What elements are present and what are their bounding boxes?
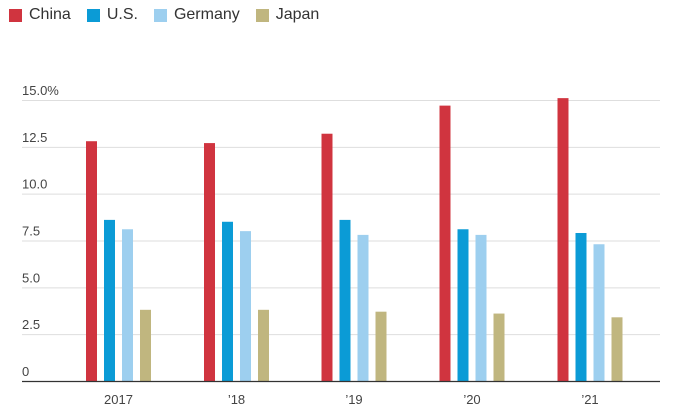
y-tick-label: 2.5 [22, 317, 40, 332]
x-tick-label: ’21 [581, 392, 598, 407]
legend-label: U.S. [106, 6, 138, 23]
chart-legend: China U.S. Germany Japan [9, 6, 335, 24]
x-tick-label: 2017 [104, 392, 133, 407]
bar-china-4 [557, 98, 569, 382]
legend-swatch [9, 8, 22, 22]
bar-u-s-3 [457, 229, 469, 381]
bar-china-2 [321, 133, 333, 381]
bar-china-3 [439, 105, 451, 382]
legend-item-germany: Germany [153, 6, 240, 24]
y-tick-label: 10.0 [22, 177, 47, 192]
legend-label: Japan [275, 6, 320, 23]
legend-swatch [86, 8, 100, 22]
legend-item-u-s: U.S. [86, 6, 138, 24]
bar-japan-2 [375, 311, 387, 381]
bar-china-0 [86, 141, 97, 381]
bar-china-1 [204, 143, 215, 381]
legend-label: China [29, 6, 71, 23]
bar-japan-4 [611, 317, 623, 381]
x-tick-label: ’18 [228, 392, 245, 407]
bar-u-s-4 [575, 233, 587, 381]
legend-item-china: China [9, 6, 71, 24]
bar-germany-3 [475, 234, 487, 381]
legend-swatch [153, 8, 167, 22]
legend-item-japan: Japan [255, 6, 320, 24]
bar-u-s-2 [339, 219, 351, 381]
bar-germany-4 [593, 244, 605, 381]
y-tick-label: 5.0 [22, 270, 40, 285]
x-tick-label: ’20 [463, 392, 480, 407]
y-tick-label: 0 [22, 364, 29, 379]
y-tick-label: 7.5 [22, 224, 40, 239]
bar-germany-2 [357, 234, 369, 381]
x-tick-label: ’19 [345, 392, 362, 407]
bar-u-s-1 [222, 221, 233, 381]
bar-japan-1 [258, 309, 269, 381]
legend-label: Germany [173, 6, 240, 23]
y-tick-label: 12.5 [22, 130, 47, 145]
legend-swatch [255, 8, 269, 22]
bar-japan-0 [140, 309, 151, 381]
bar-japan-3 [493, 313, 505, 381]
bar-u-s-0 [104, 219, 115, 381]
bar-germany-0 [122, 229, 133, 381]
bar-germany-1 [240, 231, 251, 381]
y-tick-label: 15.0% [22, 83, 59, 98]
